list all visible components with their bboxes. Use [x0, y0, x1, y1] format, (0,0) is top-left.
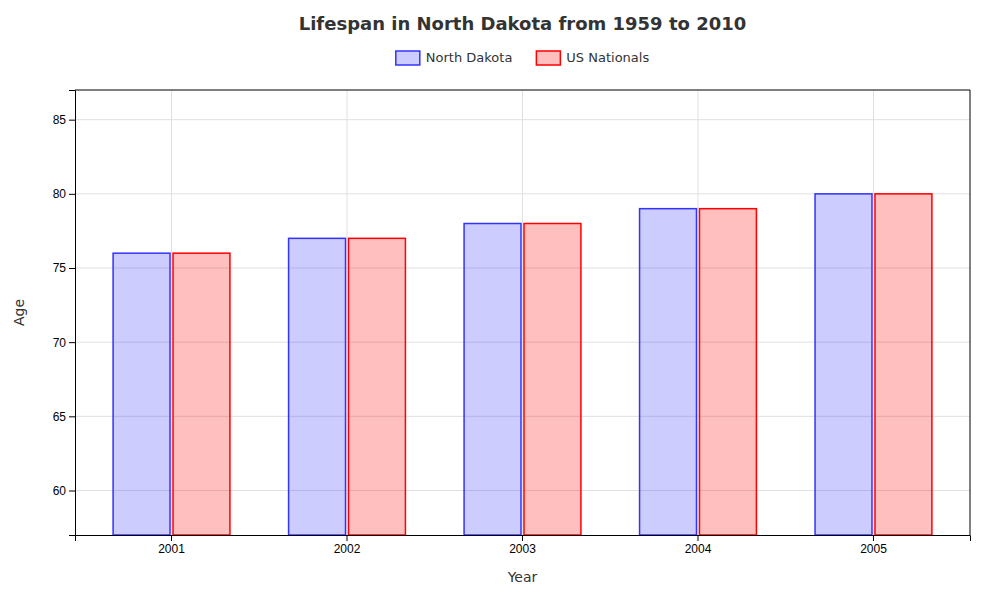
legend-item: US Nationals [536, 50, 649, 65]
y-tick: 60 [53, 484, 75, 498]
x-tick: 2001 [158, 535, 185, 556]
legend-item: North Dakota [396, 50, 513, 65]
plot: 60 65 70 75 80 85 2001 2002 2003 2004 2005 [53, 90, 971, 556]
bar [349, 238, 406, 535]
x-tick-label: 2004 [685, 542, 712, 556]
x-tick: 2003 [509, 535, 536, 556]
y-tick-label: 70 [53, 336, 67, 350]
bar-series [113, 194, 872, 535]
grid-line-x [697, 90, 698, 535]
chart: 60 65 70 75 80 85 2001 2002 2003 2004 2005 Lifespan… [0, 0, 1000, 600]
y-tick-label: 80 [53, 187, 67, 201]
bar [699, 209, 756, 535]
bar-series [173, 194, 932, 535]
frame-top [75, 90, 970, 91]
x-tick: 2002 [334, 535, 361, 556]
grid-line-x [347, 90, 348, 535]
x-tick: 2004 [685, 535, 712, 556]
grid-line-x [873, 90, 874, 535]
title: Lifespan in North Dakota from 1959 to 20… [299, 13, 747, 34]
y-tick-label: 85 [53, 113, 67, 127]
x-tick-mark [347, 535, 348, 541]
x-axis: 2001 2002 2003 2004 2005 [76, 535, 971, 556]
legend-swatch [396, 51, 420, 65]
x-tick-mark [522, 535, 523, 541]
grid-line-x [171, 90, 172, 535]
x-tick-label: 2002 [334, 542, 361, 556]
y-tick-mark [69, 342, 75, 343]
bar [289, 238, 346, 535]
x-tick-mark [171, 535, 172, 541]
x-tick-mark [697, 535, 698, 541]
bar [524, 224, 581, 536]
legend: North Dakota US Nationals [396, 50, 650, 65]
bar [640, 209, 697, 535]
x-axis-title: Year [507, 569, 538, 585]
bar [875, 194, 932, 535]
x-tick-label: 2003 [509, 542, 536, 556]
y-tick-label: 75 [53, 261, 67, 275]
y-tick-label: 60 [53, 484, 67, 498]
bar [173, 253, 230, 535]
x-axis-line [76, 536, 971, 542]
bar [815, 194, 872, 535]
x-tick-mark [873, 535, 874, 541]
bar [113, 253, 170, 535]
y-axis-title: Age [11, 299, 27, 326]
y-axis: 60 65 70 75 80 85 [53, 91, 76, 536]
y-tick-mark [69, 120, 75, 121]
x-tick-label: 2001 [158, 542, 185, 556]
y-tick-label: 65 [53, 410, 67, 424]
legend-label: US Nationals [566, 50, 649, 65]
y-tick-mark [69, 491, 75, 492]
y-tick-mark [69, 194, 75, 195]
y-tick: 65 [53, 410, 75, 424]
legend-label: North Dakota [426, 50, 513, 65]
y-tick: 85 [53, 113, 75, 127]
y-tick: 75 [53, 261, 75, 275]
legend-swatch [536, 51, 560, 65]
y-axis-line [69, 91, 76, 536]
grid [75, 90, 970, 535]
y-tick: 70 [53, 336, 75, 350]
bar [464, 224, 521, 536]
y-tick: 80 [53, 187, 75, 201]
grid-line-x [522, 90, 523, 535]
x-tick-label: 2005 [860, 542, 887, 556]
x-tick: 2005 [860, 535, 887, 556]
y-tick-mark [69, 416, 75, 417]
bars [113, 194, 932, 535]
y-tick-mark [69, 268, 75, 269]
frame-right [970, 90, 971, 535]
